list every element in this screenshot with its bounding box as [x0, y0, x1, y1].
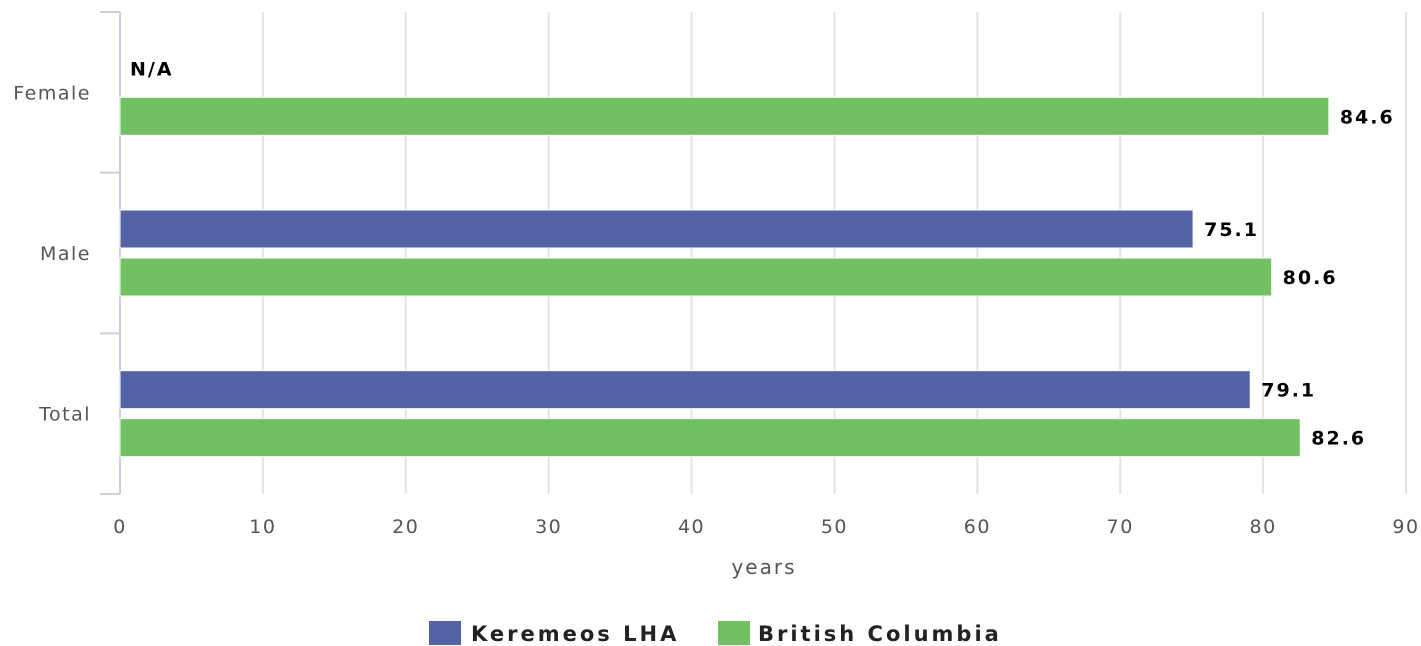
- x-tick-label: 10: [249, 516, 276, 538]
- x-tick-label: 0: [113, 516, 127, 538]
- legend-swatch: [718, 621, 750, 645]
- data-label: 84.6: [1340, 106, 1395, 128]
- bar: [119, 209, 1194, 249]
- legend-label: British Columbia: [758, 622, 1002, 646]
- category-label: Female: [13, 82, 91, 104]
- data-label: 80.6: [1283, 267, 1338, 289]
- bars: [119, 96, 1330, 458]
- category-label: Total: [38, 404, 91, 426]
- x-axis-tick-labels: 0 10 20 30 40 50 60 70 80 90: [113, 516, 1419, 538]
- x-tick-label: 50: [821, 516, 848, 538]
- x-axis-title: years: [731, 555, 796, 579]
- data-label: 82.6: [1311, 428, 1366, 450]
- x-tick-label: 60: [964, 516, 991, 538]
- bar: [119, 257, 1273, 297]
- data-labels: N/A 84.6 75.1 80.6 79.1 82.6: [130, 58, 1395, 450]
- category-label: Male: [40, 243, 91, 265]
- legend-label: Keremeos LHA: [471, 622, 679, 646]
- x-tick-label: 20: [392, 516, 419, 538]
- bar: [119, 370, 1251, 410]
- bar: [119, 418, 1301, 458]
- legend-swatch: [429, 621, 461, 645]
- data-label: 75.1: [1204, 219, 1259, 241]
- x-tick-label: 80: [1250, 516, 1277, 538]
- bar: [119, 96, 1330, 136]
- gridlines: [261, 12, 1407, 494]
- x-tick-label: 90: [1392, 516, 1419, 538]
- category-labels: Female Male Total: [13, 82, 91, 426]
- legend: Keremeos LHA British Columbia: [429, 621, 1002, 646]
- x-tick-label: 70: [1107, 516, 1134, 538]
- category-axis: [100, 11, 121, 495]
- data-label: N/A: [130, 58, 174, 80]
- x-tick-label: 30: [535, 516, 562, 538]
- x-tick-label: 40: [678, 516, 705, 538]
- data-label: 79.1: [1261, 380, 1316, 402]
